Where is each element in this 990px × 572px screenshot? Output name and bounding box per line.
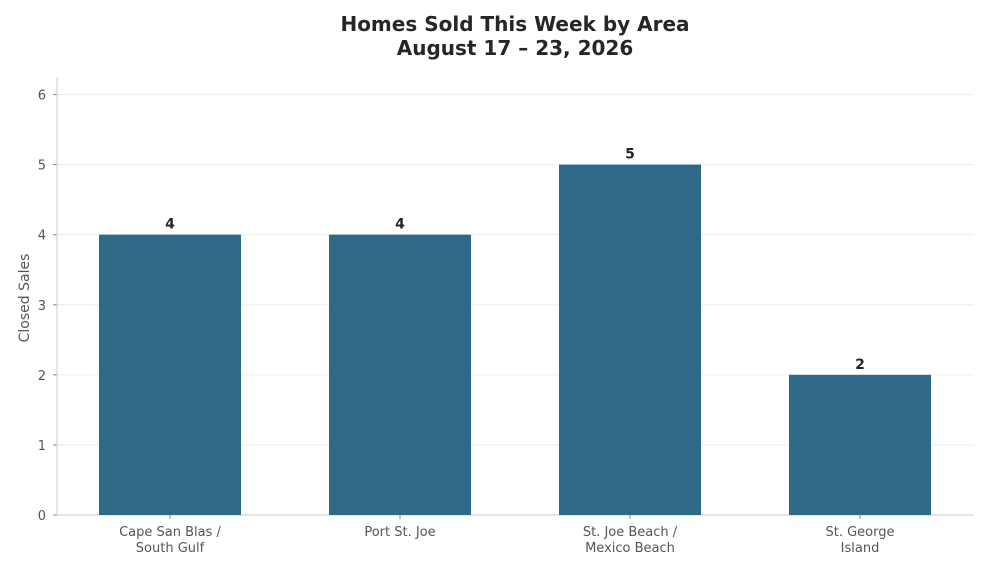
x-tick-label: St. Joe Beach / — [583, 525, 678, 540]
y-tick-label: 5 — [38, 159, 46, 174]
bar — [99, 234, 241, 515]
bar — [329, 234, 471, 515]
x-tick-label: St. George — [825, 525, 894, 540]
x-tick-label: Island — [841, 541, 880, 556]
y-tick-label: 3 — [38, 299, 46, 314]
labels: 4 Cape San Blas /South Gulf 4 Port St. Joe 5… — [119, 147, 894, 556]
x-tick-label: Cape San Blas / — [119, 525, 221, 540]
x-tick-label: South Gulf — [136, 541, 205, 556]
x-tick-label: Port St. Joe — [364, 525, 435, 540]
data-label: 2 — [855, 357, 865, 373]
y-axis-label: Closed Sales — [17, 254, 33, 343]
bar — [559, 164, 701, 515]
chart-title-line1: Homes Sold This Week by Area — [340, 12, 690, 36]
bar — [789, 374, 931, 515]
y-tick-label: 1 — [38, 439, 46, 454]
data-label: 4 — [395, 217, 405, 233]
chart-title: Homes Sold This Week by Area August 17 –… — [0, 12, 990, 60]
y-tick-label: 4 — [38, 229, 46, 244]
data-label: 4 — [165, 217, 175, 233]
y-tick-label: 0 — [38, 509, 46, 524]
data-label: 5 — [625, 147, 635, 163]
bars — [99, 164, 931, 515]
y-tick-label: 6 — [38, 89, 46, 104]
chart-subtitle: August 17 – 23, 2026 — [396, 36, 634, 60]
y-tick-label: 2 — [38, 369, 46, 384]
x-tick-label: Mexico Beach — [585, 541, 675, 556]
